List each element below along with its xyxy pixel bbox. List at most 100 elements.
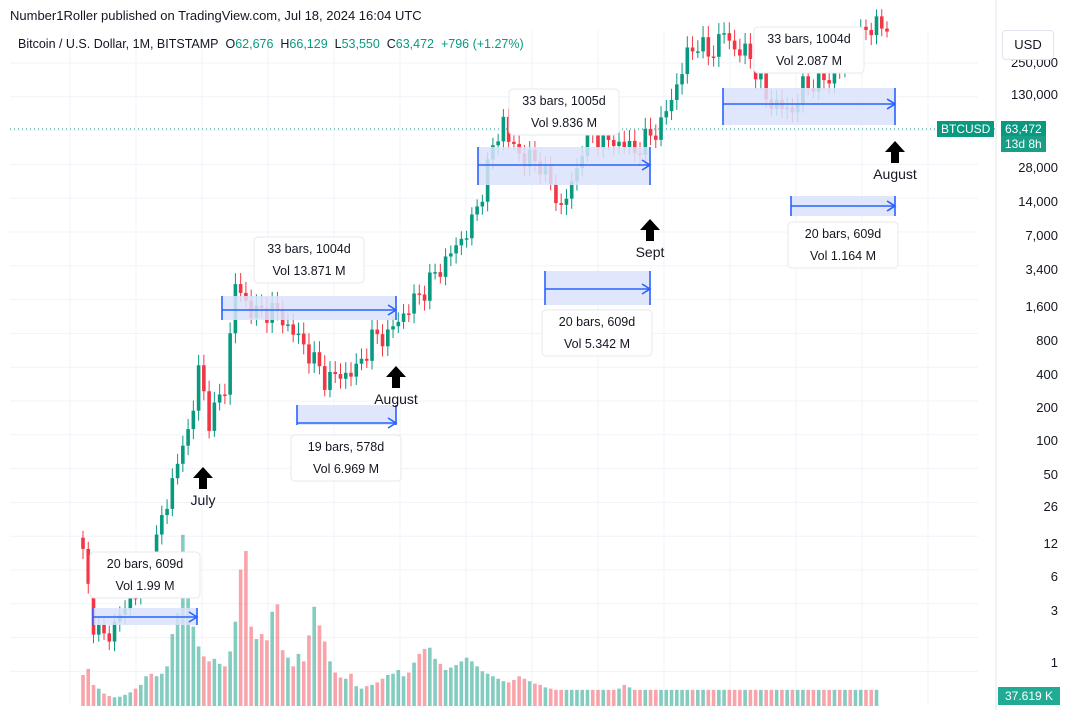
volume-bar (191, 626, 196, 706)
candle-body (102, 624, 106, 634)
volume-bar (464, 657, 469, 706)
volume-bar (480, 671, 485, 706)
countdown-tag: 13d 8h (1001, 136, 1046, 152)
date-range-arrowhead (641, 283, 652, 295)
volume-bar (223, 666, 227, 706)
candle-body (648, 128, 653, 136)
open-value: 62,676 (235, 37, 274, 51)
candle-body (632, 140, 637, 153)
candle-body (879, 16, 884, 29)
candle-body (238, 284, 243, 293)
volume-bar (748, 689, 753, 706)
candle-body (585, 130, 590, 157)
candle (680, 62, 684, 95)
up-arrow-icon (193, 467, 213, 489)
candle-body (748, 43, 753, 59)
y-tick-label: 28,000 (1018, 160, 1058, 175)
candle-body (680, 74, 684, 85)
candle (722, 22, 726, 44)
volume-bar (816, 689, 821, 706)
volume-bar (617, 688, 621, 706)
y-tick-label: 800 (1036, 333, 1058, 348)
candle (685, 36, 690, 84)
range-label-volume: Vol 1.164 M (810, 249, 876, 263)
candle (717, 23, 721, 68)
y-tick-label: 14,000 (1018, 194, 1058, 209)
volume-bar (401, 676, 406, 706)
volume-bar (585, 689, 590, 706)
candle-body (885, 28, 889, 32)
candle (648, 117, 653, 146)
candle-body (296, 333, 301, 336)
date-range-measure: 33 bars, 1004d Vol 13.871 M (221, 236, 398, 320)
volume-bar (848, 689, 853, 706)
candle (385, 319, 390, 356)
date-range-fill (297, 405, 396, 425)
candle (228, 322, 232, 405)
currency-button[interactable]: USD (1002, 30, 1054, 60)
candle (696, 40, 700, 59)
candle-body (596, 135, 600, 148)
candle (354, 353, 359, 385)
candle (470, 207, 474, 246)
candle (743, 32, 747, 65)
volume-bar (280, 650, 285, 706)
candle-body (501, 116, 506, 142)
volume-bar (496, 678, 500, 706)
volume-bar (685, 689, 690, 706)
date-range-measure: 33 bars, 1005d Vol 9.836 M (477, 88, 652, 185)
candle-body (727, 33, 732, 41)
volume-bar (864, 689, 868, 706)
range-label-box (290, 434, 402, 482)
volume-bar (701, 689, 705, 706)
volume-bar (470, 661, 474, 706)
publish-info: Number1Roller published on TradingView.c… (10, 8, 422, 23)
annotation-label: August (374, 391, 418, 407)
volume-bar (722, 689, 726, 706)
candle-body (706, 37, 711, 57)
volume-bar (86, 668, 91, 706)
volume-bar (506, 682, 511, 706)
volume-bar (286, 657, 290, 706)
volume-bar (343, 678, 348, 706)
volume-bar (501, 681, 506, 706)
volume-bar (154, 676, 159, 706)
candle-body (443, 256, 448, 277)
y-tick-label: 6 (1051, 569, 1058, 584)
candle-body (417, 293, 422, 295)
candle (417, 284, 422, 305)
volume-bar (459, 661, 464, 706)
candle-body (701, 37, 705, 52)
candle (380, 324, 385, 357)
candle-body (396, 321, 401, 327)
volume-bar (270, 611, 274, 706)
date-range-arrowhead (188, 611, 199, 623)
candle (86, 541, 91, 594)
candle-body (191, 410, 196, 430)
volume-bar (81, 675, 85, 706)
range-label-bars: 33 bars, 1004d (767, 32, 850, 46)
volume-bar (627, 687, 632, 706)
candle-body (165, 508, 169, 516)
volume-bar (338, 677, 343, 706)
volume-bar (822, 689, 826, 706)
candle-body (874, 16, 879, 36)
volume-bar (238, 569, 243, 706)
volume-bar (648, 689, 653, 706)
candle (422, 285, 427, 311)
volume-bar (454, 665, 458, 706)
volume-bar (706, 689, 711, 706)
candle (443, 248, 448, 286)
range-label-box (787, 221, 899, 269)
date-range-arrowhead (387, 417, 398, 429)
candle-body (322, 366, 327, 390)
volume-bar (244, 551, 248, 706)
volume-bar (349, 673, 353, 706)
annotation-arrow: August (374, 366, 418, 407)
range-label-bars: 33 bars, 1005d (522, 94, 605, 108)
candle (160, 505, 164, 545)
date-range-measure: 19 bars, 578d Vol 6.969 M (290, 405, 402, 482)
candle-body (370, 329, 374, 361)
range-label-bars: 20 bars, 609d (805, 227, 881, 241)
